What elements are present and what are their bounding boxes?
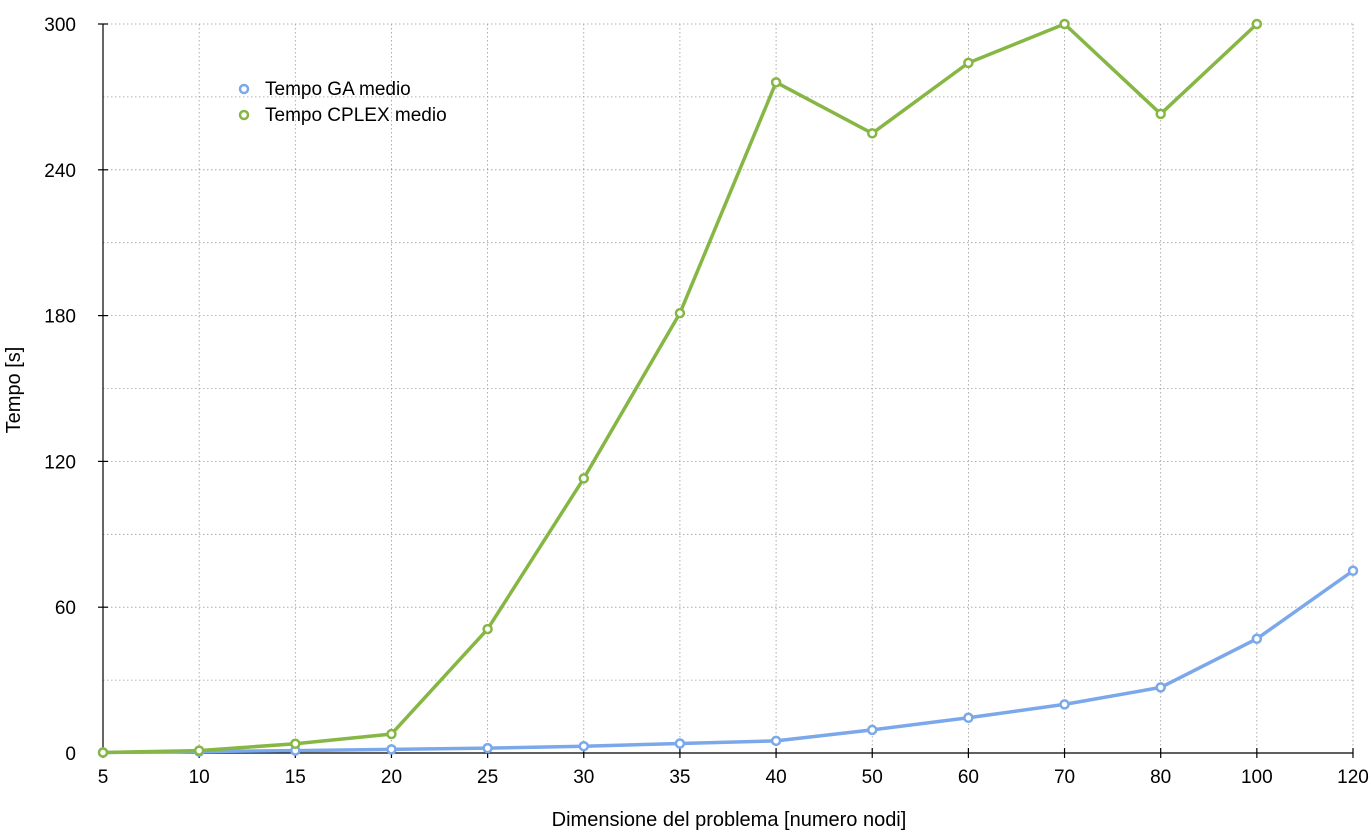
legend-label: Tempo GA medio [265,79,411,100]
data-point-ga [1251,633,1263,645]
legend-label: Tempo CPLEX medio [265,105,447,126]
data-point-ga [674,738,686,749]
axes: 0 60 120 180 240 300 5 10 15 20 25 30 35 40 50 60 70 80 10… [44,15,1369,788]
data-point-ga [1059,699,1070,710]
legend-marker [238,83,250,95]
data-point-ga [1347,565,1359,576]
data-point-cplex [290,738,301,750]
data-point-cplex [963,57,974,69]
data-point-cplex [674,307,686,319]
x-tick-label: 20 [381,767,402,788]
data-point-ga [1155,682,1166,693]
x-axis-label: Dimensione del problema [numero nodi] [552,809,907,831]
x-tick-label: 10 [189,767,210,788]
series-line-ga [101,569,1355,755]
data-point-cplex [1251,18,1263,30]
y-tick-label: 120 [44,452,76,473]
data-point-cplex [1155,108,1166,120]
data-point-cplex [770,77,782,88]
data-point-cplex [482,623,493,635]
x-tick-label: 5 [98,767,109,788]
x-tick-label: 35 [669,767,690,788]
data-point-ga [963,712,974,724]
data-point-cplex [866,128,878,139]
x-tick-label: 25 [477,767,498,788]
x-tick-label: 100 [1241,767,1273,788]
x-tick-label: 40 [766,767,787,788]
grid [103,23,1354,753]
y-tick-label: 60 [55,598,76,619]
x-tick-label: 120 [1337,767,1369,788]
x-tick-label: 70 [1054,767,1075,788]
x-tick-label: 50 [862,767,883,788]
x-tick-label: 15 [285,767,306,788]
x-tick-label: 60 [958,767,979,788]
data-point-cplex [97,747,109,758]
y-axis-label: Tempo [s] [3,347,25,434]
data-point-ga [578,740,590,752]
x-tick-label: 80 [1150,767,1171,788]
y-tick-label: 0 [65,744,76,765]
legend-marker [238,109,250,121]
x-tick-label: 30 [573,767,594,788]
data-point-cplex [193,745,205,756]
data-point-ga [866,724,878,736]
series [97,18,1359,758]
data-point-cplex [1059,18,1070,30]
y-tick-label: 300 [44,15,76,36]
y-tick-label: 180 [44,307,76,328]
data-point-ga [482,742,493,754]
legend: Tempo GA medio Tempo CPLEX medio [238,79,447,126]
data-point-cplex [386,728,397,740]
data-point-ga [770,735,782,747]
data-point-cplex [578,473,590,484]
data-point-ga [386,744,397,755]
y-tick-label: 240 [44,161,76,182]
